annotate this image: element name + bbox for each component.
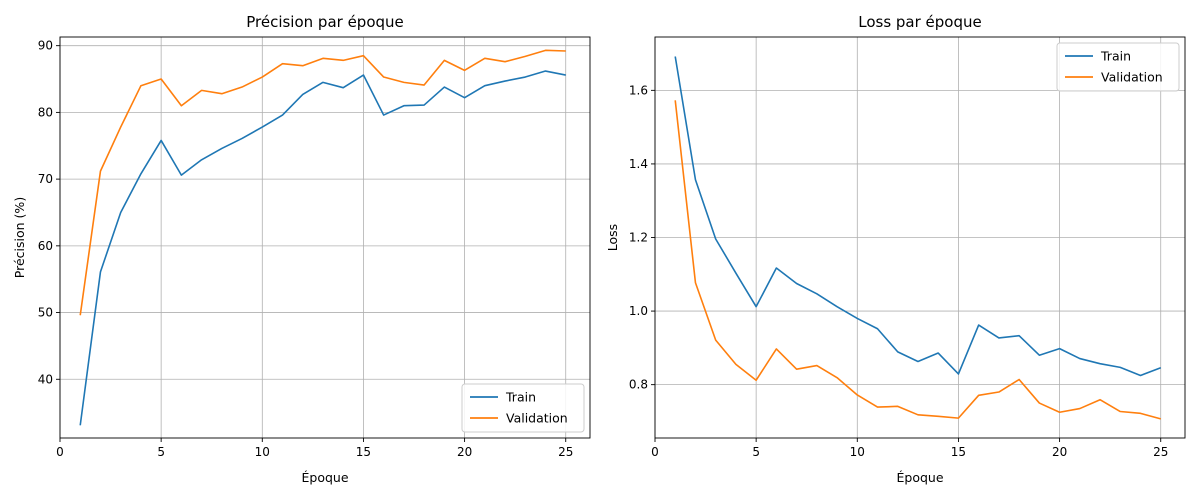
x-tick-label: 20 <box>457 445 472 459</box>
x-tick-label: 5 <box>752 445 760 459</box>
series-line-validation <box>79 49 566 316</box>
series-line-validation <box>674 100 1161 420</box>
legend-label-train: Train <box>505 390 536 405</box>
y-tick-label: 1.0 <box>629 304 648 318</box>
series-line-train <box>79 70 566 426</box>
y-tick-label: 40 <box>38 372 53 386</box>
x-tick-label: 10 <box>255 445 270 459</box>
y-tick-label: 1.4 <box>629 157 648 171</box>
x-tick-label: 15 <box>356 445 371 459</box>
y-tick-label: 1.6 <box>629 83 648 97</box>
x-tick-label: 15 <box>951 445 966 459</box>
y-tick-label: 50 <box>38 306 53 320</box>
y-tick-label: 80 <box>38 105 53 119</box>
legend: Train Validation <box>1056 42 1180 92</box>
legend: Train Validation <box>461 383 585 433</box>
loss-chart: 0 5 10 15 20 25 0.8 1.0 1.2 1.4 1.6 Loss par époque… <box>605 13 1186 485</box>
y-tick-label: 90 <box>38 39 53 53</box>
x-tick-label: 10 <box>850 445 865 459</box>
x-axis-label: Époque <box>896 470 943 485</box>
x-tick-label: 5 <box>157 445 165 459</box>
y-tick-label: 0.8 <box>629 378 648 392</box>
x-tick-label: 20 <box>1052 445 1067 459</box>
x-tick-label: 25 <box>558 445 573 459</box>
y-axis-label: Loss <box>605 224 620 251</box>
chart-title: Précision par époque <box>246 13 404 31</box>
x-tick-label: 0 <box>651 445 659 459</box>
x-axis-label: Époque <box>301 470 348 485</box>
legend-label-train: Train <box>1100 49 1131 64</box>
plot-frame <box>59 36 591 439</box>
accuracy-chart: 0 5 10 15 20 25 40 50 60 70 80 90 Précision par époq… <box>12 13 591 485</box>
y-tick-label: 1.2 <box>629 231 648 245</box>
y-tick-label: 70 <box>38 172 53 186</box>
legend-label-validation: Validation <box>506 411 568 426</box>
legend-label-validation: Validation <box>1101 70 1163 85</box>
x-tick-label: 25 <box>1153 445 1168 459</box>
legend-box <box>1056 42 1180 92</box>
series-line-train <box>674 56 1162 377</box>
chart-title: Loss par époque <box>858 13 982 31</box>
y-tick-label: 60 <box>38 239 53 253</box>
y-axis-label: Précision (%) <box>12 197 27 278</box>
x-tick-label: 0 <box>56 445 64 459</box>
legend-box <box>461 383 585 433</box>
